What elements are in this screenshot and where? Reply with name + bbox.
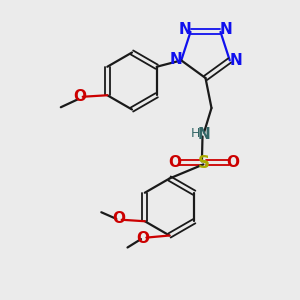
Text: N: N xyxy=(179,22,191,37)
Text: N: N xyxy=(220,22,232,37)
Text: O: O xyxy=(168,155,181,170)
Text: O: O xyxy=(112,211,125,226)
Text: N: N xyxy=(230,53,243,68)
Text: O: O xyxy=(73,89,86,104)
Text: O: O xyxy=(226,155,239,170)
Text: O: O xyxy=(136,231,150,246)
Text: N: N xyxy=(198,127,210,142)
Text: H: H xyxy=(191,127,201,140)
Text: N: N xyxy=(169,52,182,67)
Text: S: S xyxy=(197,154,209,172)
